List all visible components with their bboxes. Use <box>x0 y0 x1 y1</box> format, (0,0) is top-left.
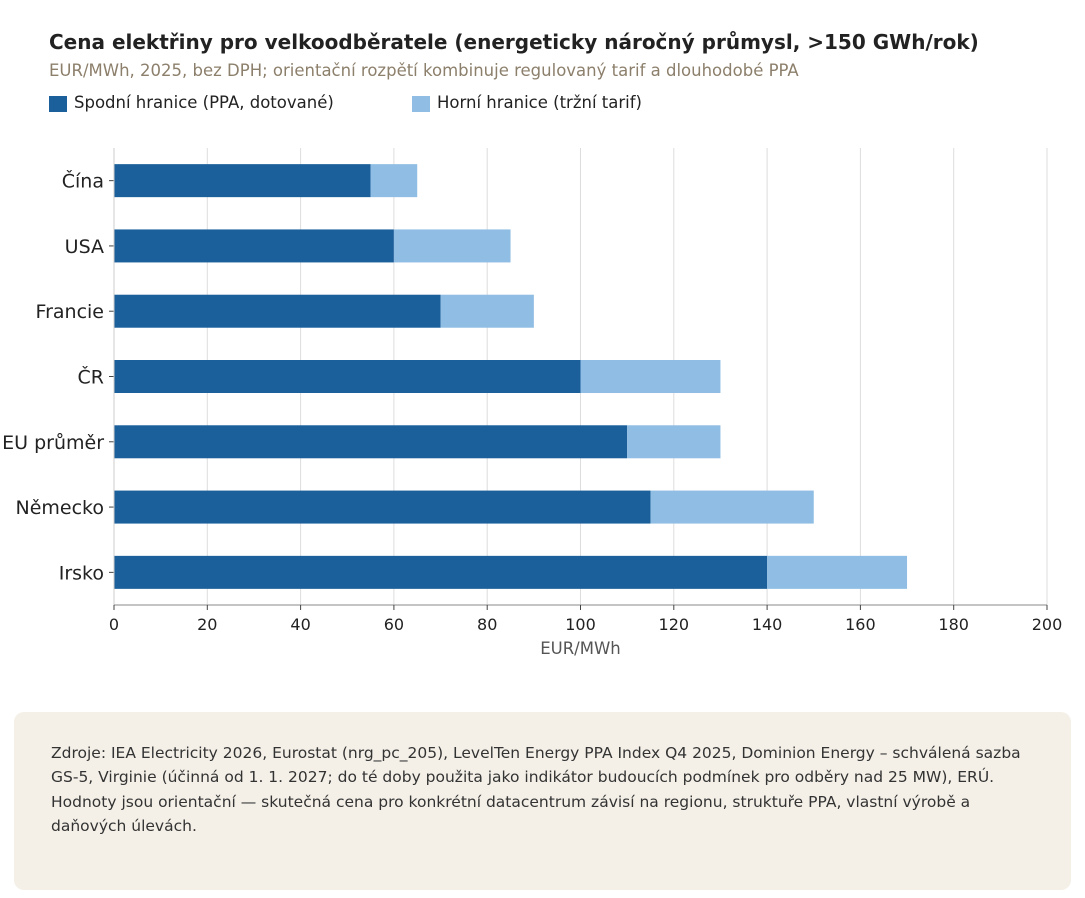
y-tick-label: Irsko <box>59 562 104 584</box>
y-tick-label: USA <box>65 236 104 258</box>
bar-upper <box>393 229 511 263</box>
x-tick-label: 120 <box>659 615 690 634</box>
bar-lower <box>114 490 651 524</box>
x-tick-label: 140 <box>752 615 783 634</box>
disclaimer-note: Hodnoty jsou orientační — skutečná cena … <box>51 792 971 835</box>
x-tick-label: 40 <box>290 615 310 634</box>
legend-label-upper: Horní hranice (tržní tarif) <box>437 93 642 112</box>
x-tick-label: 180 <box>938 615 969 634</box>
legend-swatch-lower <box>49 96 67 112</box>
bar-upper <box>767 555 908 589</box>
x-tick-label: 160 <box>845 615 876 634</box>
bar-lower <box>114 229 394 263</box>
chart-subtitle: EUR/MWh, 2025, bez DPH; orientační rozpě… <box>49 61 799 80</box>
bar-upper <box>370 164 418 198</box>
bar-lower <box>114 555 768 589</box>
source-note-box: Zdroje: IEA Electricity 2026, Eurostat (… <box>14 712 1071 890</box>
x-tick-label: 100 <box>565 615 596 634</box>
y-tick-label: EU průměr <box>2 432 104 454</box>
bar-upper <box>627 425 721 459</box>
x-tick-label: 200 <box>1032 615 1063 634</box>
chart-title: Cena elektřiny pro velkoodběratele (ener… <box>49 30 979 54</box>
bar-chart: Čína USA Francie ČR EU průměr Německo Irsko 0 20… <box>2 148 1063 658</box>
x-tick-label: 80 <box>477 615 497 634</box>
source-note: Zdroje: IEA Electricity 2026, Eurostat (… <box>51 744 1021 787</box>
x-tick-label: 20 <box>197 615 217 634</box>
y-tick-label: Francie <box>36 301 104 323</box>
bar-upper <box>650 490 814 524</box>
x-axis-label: EUR/MWh <box>540 639 621 658</box>
legend-swatch-upper <box>412 96 430 112</box>
x-tick-label: 60 <box>384 615 404 634</box>
y-tick-label: Německo <box>16 497 105 519</box>
legend-label-lower: Spodní hranice (PPA, dotované) <box>74 93 334 112</box>
bar-lower <box>114 164 371 198</box>
bar-upper <box>440 294 534 328</box>
bar-lower <box>114 294 441 328</box>
x-tick-label: 0 <box>109 615 119 634</box>
y-tick-label: Čína <box>62 169 104 193</box>
bar-lower <box>114 360 581 393</box>
bar-upper <box>580 360 721 393</box>
bar-lower <box>114 425 628 459</box>
y-tick-label: ČR <box>78 365 104 389</box>
